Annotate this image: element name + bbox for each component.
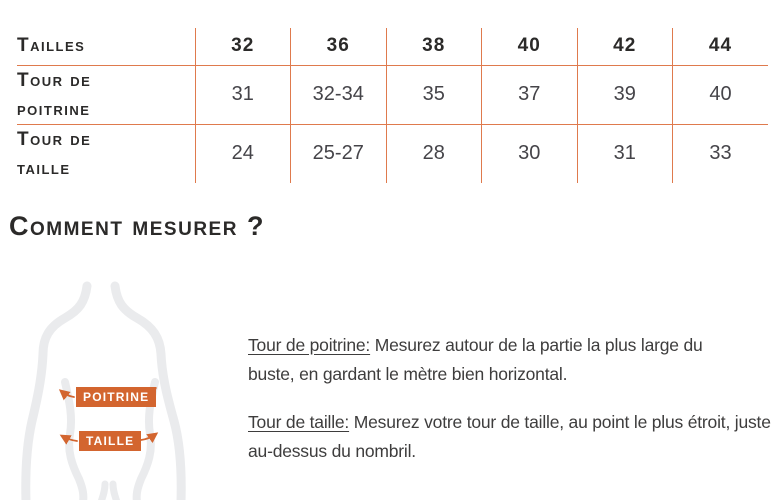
waist-measure-label: TAILLE <box>79 431 142 451</box>
silhouette-right-torso-line <box>132 378 159 500</box>
chest-measurements-row: Tour de poitrine 31 32-34 35 37 39 40 <box>17 65 768 125</box>
waist-measurements-row: Tour de taille 24 25-27 28 30 31 33 <box>17 124 768 183</box>
row-label-chest: Tour de poitrine <box>17 65 195 125</box>
size-column-header: 44 <box>672 28 768 66</box>
waist-value-cell: 25-27 <box>290 124 386 183</box>
waist-instruction-term: Tour de taille: <box>248 412 350 432</box>
chest-value-cell: 35 <box>385 65 482 125</box>
size-column-header: 32 <box>194 28 291 66</box>
waist-value-cell: 33 <box>672 124 768 183</box>
body-measurement-figure: POITRINE TAILLE <box>15 278 235 500</box>
waist-value-cell: 28 <box>385 124 482 183</box>
how-to-measure-heading: Comment mesurer ? <box>9 211 265 241</box>
chest-value-cell: 37 <box>481 65 577 125</box>
silhouette-left-torso-line <box>61 378 88 500</box>
chest-value-cell: 40 <box>672 65 768 125</box>
row-label-waist: Tour de taille <box>17 128 92 179</box>
size-column-header: 40 <box>481 28 577 66</box>
waist-value-cell: 24 <box>194 124 291 183</box>
chest-instruction-text: Mesurez autour de la partie la plus larg… <box>248 335 703 384</box>
size-column-header: 42 <box>576 28 673 66</box>
size-table: Tailles 32 36 38 40 42 44 Tour de poitri… <box>17 28 768 183</box>
size-table-header-row: Tailles 32 36 38 40 42 44 <box>17 28 768 66</box>
waist-value-cell: 31 <box>576 124 673 183</box>
silhouette-inner-leg-left <box>97 480 109 500</box>
size-column-header: 36 <box>290 28 386 66</box>
chest-instruction-term: Tour de poitrine: <box>248 335 371 355</box>
waist-instruction: Tour de taille: Mesurez votre tour de ta… <box>248 408 778 466</box>
silhouette-right-outline <box>110 281 186 500</box>
waist-arrow-left <box>59 434 78 445</box>
measuring-instructions: Tour de poitrine: Mesurez autour de la p… <box>248 331 778 466</box>
silhouette-left-outline <box>21 281 92 500</box>
chest-value-cell: 31 <box>194 65 291 125</box>
chest-arrow-left <box>58 389 75 401</box>
waist-arrow-right <box>140 432 159 444</box>
silhouette-inner-leg-right <box>109 480 121 500</box>
size-column-header: 38 <box>385 28 482 66</box>
waist-value-cell: 30 <box>481 124 577 183</box>
chest-measure-label: POITRINE <box>76 387 157 407</box>
body-silhouette-icon <box>21 281 186 500</box>
chest-instruction: Tour de poitrine: Mesurez autour de la p… <box>248 331 753 389</box>
chest-value-cell: 39 <box>576 65 673 125</box>
sizes-header-label: Tailles <box>17 28 195 66</box>
chest-value-cell: 32-34 <box>290 65 386 125</box>
waist-instruction-text: Mesurez votre tour de taille, au point l… <box>248 412 771 461</box>
